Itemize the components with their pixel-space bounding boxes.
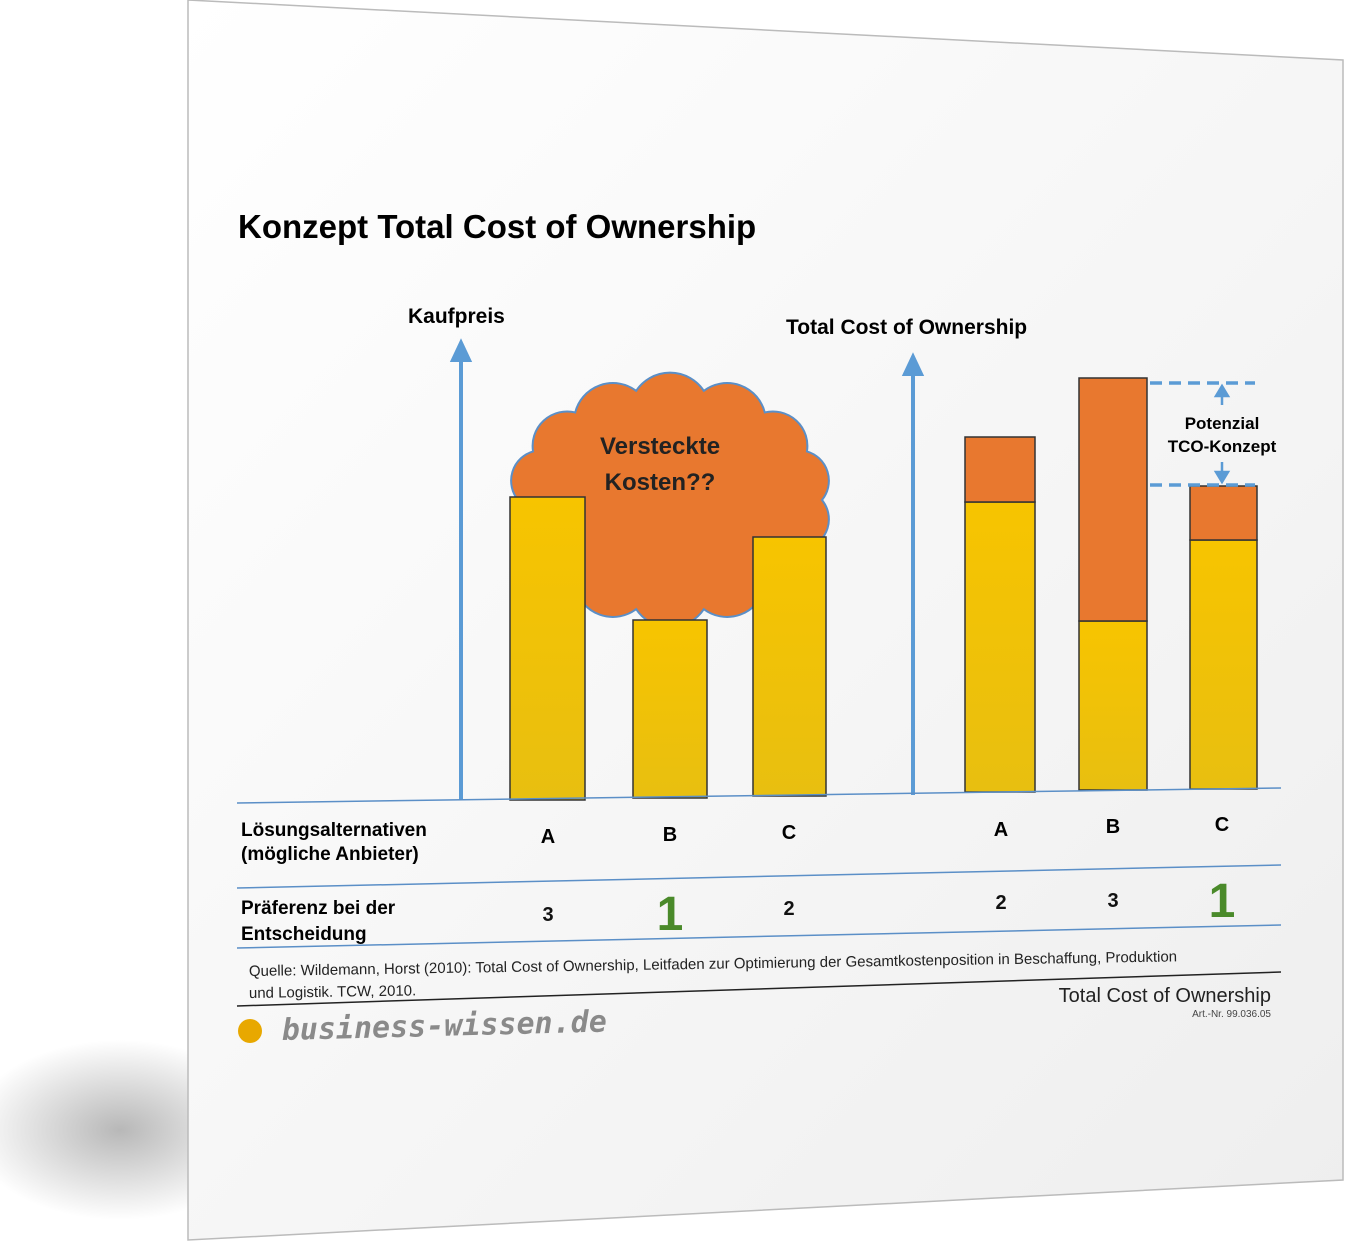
title: Konzept Total Cost of Ownership: [238, 208, 756, 245]
left-bars: [509, 496, 827, 801]
right-bars: [964, 377, 1258, 793]
axis-label: Kaufpreis: [408, 305, 505, 328]
bar: [632, 619, 708, 799]
bar: [752, 536, 827, 797]
footer-rule: [236, 971, 1282, 1007]
source: und Logistik. TCW, 2010.: [249, 982, 417, 1002]
row-label: Lösungsalternativen: [241, 820, 427, 841]
potential-arrows: [1213, 383, 1231, 485]
category: C: [1215, 814, 1229, 836]
category: A: [541, 826, 555, 848]
bar: [509, 496, 586, 801]
category: B: [1106, 816, 1120, 838]
annotation: TCO-Konzept: [1168, 437, 1277, 456]
category: C: [782, 822, 796, 844]
bar-hidden: [1189, 485, 1258, 541]
axis-label: Total Cost of Ownership: [786, 316, 1027, 339]
cloud-label: Kosten??: [605, 469, 716, 496]
bar-hidden: [964, 436, 1036, 503]
bar-base: [1078, 620, 1148, 791]
potential-lines: [1150, 381, 1255, 487]
row-lines: [236, 787, 1282, 949]
preference: 2: [783, 898, 794, 920]
logo-dot: [238, 1019, 262, 1043]
row-label: Entscheidung: [241, 924, 367, 945]
category: B: [663, 824, 677, 846]
preference: 3: [1107, 890, 1118, 912]
bar-hidden: [1078, 377, 1148, 622]
footer-title: Total Cost of Ownership: [1059, 985, 1271, 1007]
axes: [449, 338, 925, 800]
article-number: Art.-Nr. 99.036.05: [1192, 1009, 1271, 1020]
preference: 2: [995, 892, 1006, 914]
bar-base: [964, 501, 1036, 793]
category: A: [994, 819, 1008, 841]
preference: 1: [657, 888, 684, 941]
bar-base: [1189, 539, 1258, 790]
row-label: Präferenz bei der: [241, 898, 396, 919]
preference: 1: [1209, 875, 1236, 928]
row-label: (mögliche Anbieter): [241, 844, 419, 865]
annotation: Potenzial: [1185, 414, 1260, 433]
table-cells: A 3 B 1 C 2 A 2 B 3 C 1: [541, 814, 1236, 941]
logo: business-wissen.de: [281, 1004, 607, 1047]
cloud-label: Versteckte: [600, 433, 720, 460]
preference: 3: [542, 904, 553, 926]
